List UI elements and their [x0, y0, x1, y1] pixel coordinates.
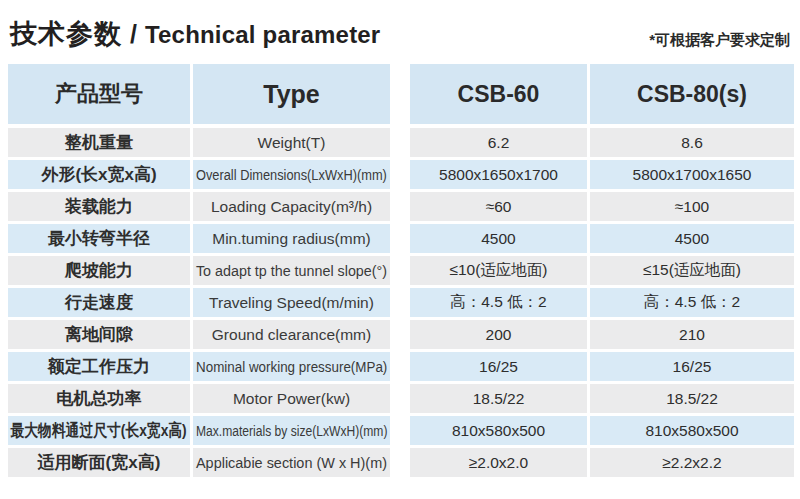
cell-label-cn: 最大物料通过尺寸(长x宽x高) — [8, 416, 190, 445]
table-row-applicable-section: 适用断面(宽x高) Applicabie section (W x H)(m) … — [8, 448, 800, 477]
table-header-row: 产品型号 Type CSB-60 CSB-80(s) — [8, 64, 800, 124]
cell-value-csb80: 18.5/22 — [590, 384, 794, 413]
cell-value-csb60: 16/25 — [410, 352, 587, 381]
cell-label-en: Max.materials by size(LxWxH)(mm) — [193, 416, 390, 445]
cell-label-cn: 整机重量 — [8, 128, 190, 157]
table-row-ground-clearance: 离地间隙 Ground clearance(mm) 200 210 — [8, 320, 800, 349]
cell-value-csb80: 5800x1700x1650 — [590, 160, 794, 189]
table-row-turning-radius: 最小转弯半径 Min.tuming radius(mm) 4500 4500 — [8, 224, 800, 253]
cell-value-csb80: 高：4.5 低：2 — [590, 288, 794, 317]
cell-value-csb60: 高：4.5 低：2 — [410, 288, 587, 317]
cell-value-csb60: ≥2.0x2.0 — [410, 448, 587, 477]
column-spacer — [393, 288, 407, 317]
column-spacer — [393, 128, 407, 157]
column-spacer — [393, 64, 407, 124]
cell-label-en: Overall Dimensions(LxWxH)(mm) — [193, 160, 390, 189]
cell-label-en: Weight(T) — [193, 128, 390, 157]
cell-value-csb80: 16/25 — [590, 352, 794, 381]
cell-label-en: Applicabie section (W x H)(m) — [193, 448, 390, 477]
cell-value-csb60: 6.2 — [410, 128, 587, 157]
cell-value-csb60: 5800x1650x1700 — [410, 160, 587, 189]
cell-value-csb80: 210 — [590, 320, 794, 349]
cell-label-en: Loading Capacity(m³/h) — [193, 192, 390, 221]
cell-label-cn: 外形(长x宽x高) — [8, 160, 190, 189]
cell-label-cn: 最小转弯半径 — [8, 224, 190, 253]
column-spacer — [393, 416, 407, 445]
title-bar: 技术参数 / Technical parameter *可根据客户要求定制 — [10, 14, 790, 52]
cell-value-csb60: ≤10(适应地面) — [410, 256, 587, 285]
cell-value-csb60: 18.5/22 — [410, 384, 587, 413]
spec-table: 产品型号 Type CSB-60 CSB-80(s) 整机重量 Weight(T… — [8, 64, 800, 477]
table-row-working-pressure: 额定工作压力 Nominal working pressure(MPa) 16/… — [8, 352, 800, 381]
column-spacer — [393, 224, 407, 253]
cell-value-csb60: 200 — [410, 320, 587, 349]
cell-label-en: Traveling Speed(m/min) — [193, 288, 390, 317]
header-cell-csb-60: CSB-60 — [410, 64, 587, 124]
column-spacer — [393, 160, 407, 189]
cell-label-cn: 适用断面(宽x高) — [8, 448, 190, 477]
cell-label-cn: 离地间隙 — [8, 320, 190, 349]
table-row-loading-capacity: 装载能力 Loading Capacity(m³/h) ≈60 ≈100 — [8, 192, 800, 221]
column-spacer — [393, 256, 407, 285]
table-row-slope: 爬坡能力 To adapt tp the tunnel slope(°) ≤10… — [8, 256, 800, 285]
cell-value-csb80: ≤15(适应地面) — [590, 256, 794, 285]
table-row-max-material-size: 最大物料通过尺寸(长x宽x高) Max.materials by size(Lx… — [8, 416, 800, 445]
table-row-dimensions: 外形(长x宽x高) Overall Dimensions(LxWxH)(mm) … — [8, 160, 800, 189]
header-cell-product-model: 产品型号 — [8, 64, 190, 124]
page-title: 技术参数 / Technical parameter — [10, 16, 380, 52]
cell-label-en: Nominal working pressure(MPa) — [193, 352, 390, 381]
cell-label-cn: 装载能力 — [8, 192, 190, 221]
header-cell-csb-80s: CSB-80(s) — [590, 64, 794, 124]
page-title-en: Technical parameter — [145, 21, 380, 49]
column-spacer — [393, 384, 407, 413]
table-row-traveling-speed: 行走速度 Traveling Speed(m/min) 高：4.5 低：2 高：… — [8, 288, 800, 317]
cell-label-cn: 行走速度 — [8, 288, 190, 317]
customization-note: *可根据客户要求定制 — [649, 31, 790, 52]
cell-value-csb80: ≈100 — [590, 192, 794, 221]
cell-label-cn: 电机总功率 — [8, 384, 190, 413]
cell-value-csb80: 4500 — [590, 224, 794, 253]
cell-value-csb60: ≈60 — [410, 192, 587, 221]
cell-label-en: To adapt tp the tunnel slope(°) — [193, 256, 390, 285]
header-cell-type: Type — [193, 64, 390, 124]
cell-value-csb80: 8.6 — [590, 128, 794, 157]
cell-value-csb80: 810x580x500 — [590, 416, 794, 445]
cell-value-csb80: ≥2.2x2.2 — [590, 448, 794, 477]
title-separator: / — [130, 20, 137, 49]
cell-label-en: Ground clearance(mm) — [193, 320, 390, 349]
cell-label-en: Min.tuming radius(mm) — [193, 224, 390, 253]
table-row-weight: 整机重量 Weight(T) 6.2 8.6 — [8, 128, 800, 157]
column-spacer — [393, 352, 407, 381]
cell-label-en: Motor Power(kw) — [193, 384, 390, 413]
column-spacer — [393, 448, 407, 477]
page-title-cn: 技术参数 — [10, 16, 122, 52]
table-row-motor-power: 电机总功率 Motor Power(kw) 18.5/22 18.5/22 — [8, 384, 800, 413]
cell-label-cn: 额定工作压力 — [8, 352, 190, 381]
cell-value-csb60: 4500 — [410, 224, 587, 253]
cell-label-cn: 爬坡能力 — [8, 256, 190, 285]
cell-value-csb60: 810x580x500 — [410, 416, 587, 445]
column-spacer — [393, 320, 407, 349]
column-spacer — [393, 192, 407, 221]
